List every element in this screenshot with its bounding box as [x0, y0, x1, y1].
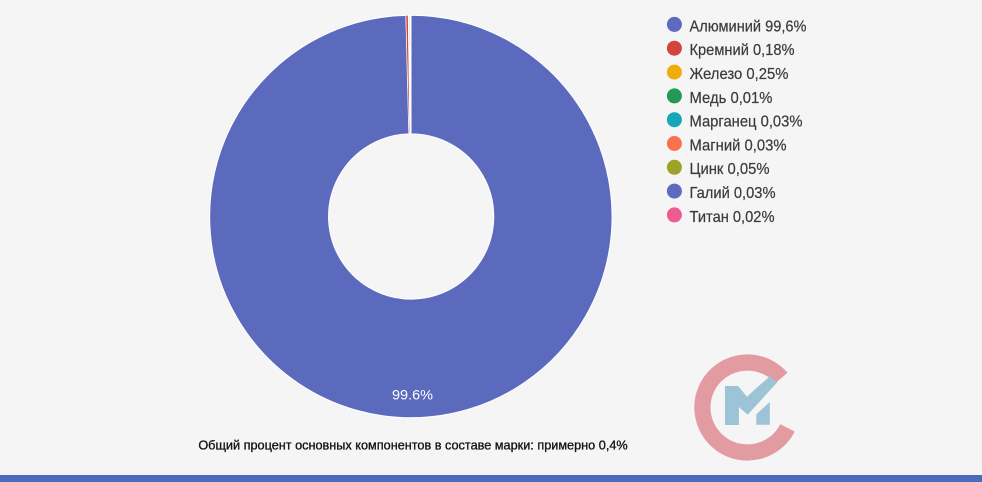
svg-text:Цинк 0,05%: Цинк 0,05%: [690, 161, 770, 178]
svg-text:Титан 0,02%: Титан 0,02%: [690, 209, 775, 226]
svg-text:Медь 0,01%: Медь 0,01%: [690, 90, 773, 107]
svg-text:Общий процент основных компоне: Общий процент основных компонентов в сос…: [198, 439, 627, 453]
svg-text:99.6%: 99.6%: [392, 387, 433, 402]
svg-text:Галий 0,03%: Галий 0,03%: [690, 185, 776, 202]
svg-text:Кремний 0,18%: Кремний 0,18%: [690, 42, 795, 59]
svg-text:Железо 0,25%: Железо 0,25%: [690, 66, 789, 83]
svg-text:Алюминий 99,6%: Алюминий 99,6%: [690, 18, 807, 35]
svg-text:Магний 0,03%: Магний 0,03%: [690, 137, 787, 154]
svg-text:Марганец 0,03%: Марганец 0,03%: [690, 114, 803, 131]
